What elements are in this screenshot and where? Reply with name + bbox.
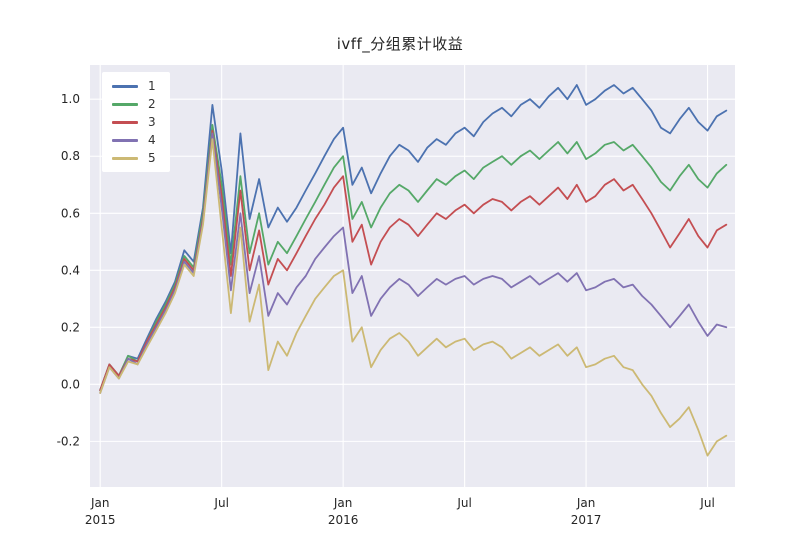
chart-title: ivff_分组累计收益 — [336, 35, 464, 53]
y-tick-label: 0.4 — [61, 263, 80, 277]
legend-label: 2 — [148, 97, 156, 111]
y-tick-label: 0.8 — [61, 149, 80, 163]
legend-line-swatch — [112, 120, 138, 124]
legend: 1 2 3 4 5 — [102, 72, 170, 172]
legend-item: 2 — [112, 98, 156, 110]
legend-line-swatch — [112, 102, 138, 106]
x-tick-label: Jan — [90, 496, 110, 510]
y-tick-label: 0.6 — [61, 206, 80, 220]
x-tick-label: Jul — [456, 496, 471, 510]
x-tick-year-label: 2016 — [328, 513, 359, 527]
legend-label: 4 — [148, 133, 156, 147]
legend-line-swatch — [112, 84, 138, 88]
x-tick-label: Jan — [333, 496, 353, 510]
legend-line-swatch — [112, 138, 138, 142]
x-tick-label: Jul — [213, 496, 228, 510]
y-tick-label: 0.0 — [61, 377, 80, 391]
y-tick-label: 0.2 — [61, 320, 80, 334]
legend-item: 4 — [112, 134, 156, 146]
plot-background — [90, 65, 735, 487]
legend-line-swatch — [112, 156, 138, 160]
x-tick-year-label: 2017 — [571, 513, 602, 527]
legend-label: 1 — [148, 79, 156, 93]
legend-item: 1 — [112, 80, 156, 92]
legend-label: 5 — [148, 151, 156, 165]
legend-label: 3 — [148, 115, 156, 129]
y-tick-label: -0.2 — [57, 434, 80, 448]
legend-item: 3 — [112, 116, 156, 128]
x-tick-year-label: 2015 — [85, 513, 116, 527]
series-line-5 — [99, 138, 728, 457]
x-tick-label: Jul — [699, 496, 714, 510]
legend-item: 5 — [112, 152, 156, 164]
x-tick-label: Jan — [576, 496, 596, 510]
y-tick-label: 1.0 — [61, 92, 80, 106]
